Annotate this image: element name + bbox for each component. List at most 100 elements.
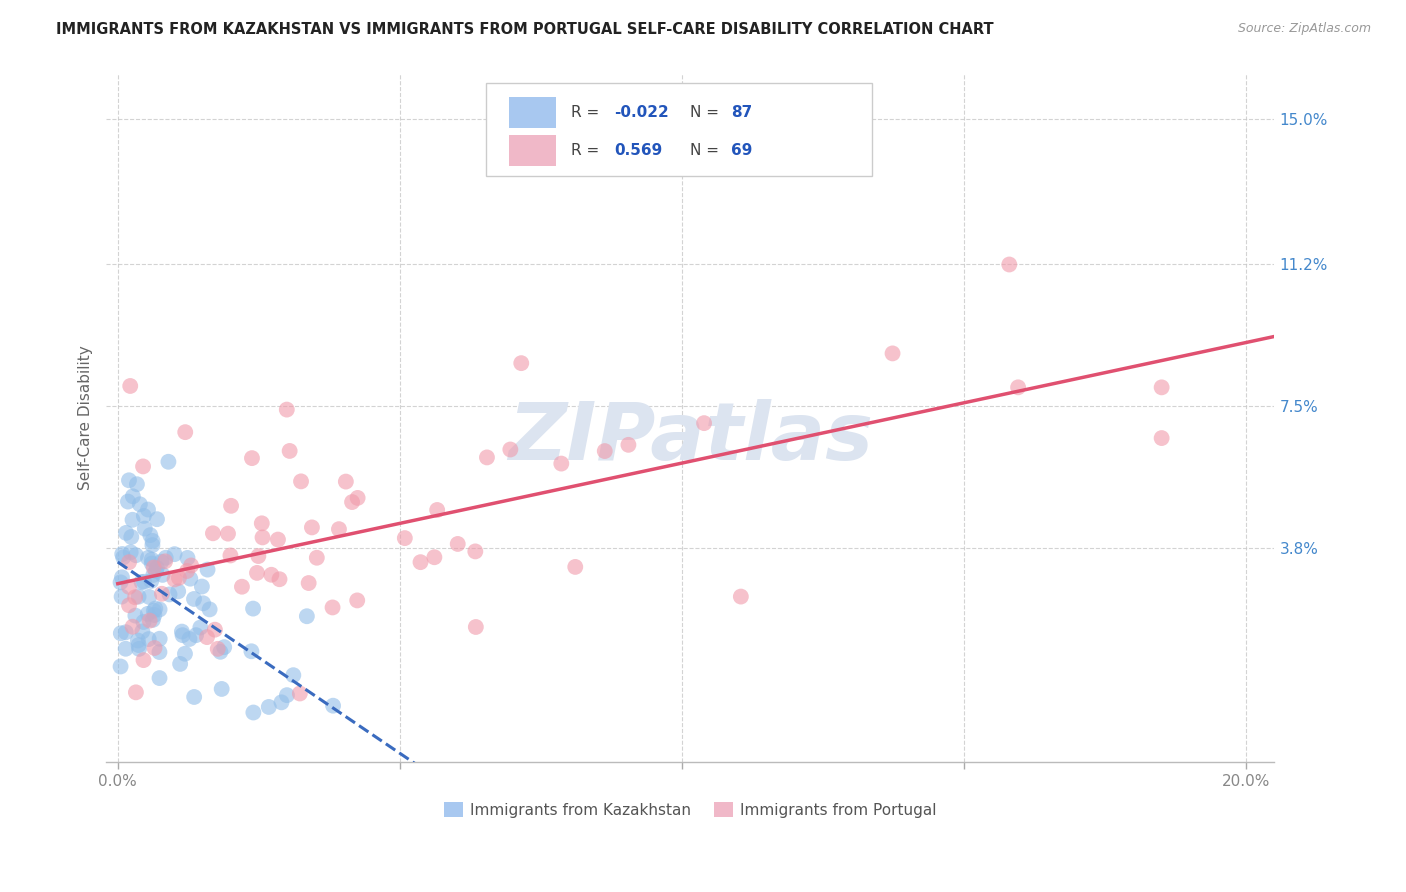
- Point: [148, 671, 170, 685]
- Point: [204, 623, 226, 637]
- Point: [207, 641, 229, 656]
- Point: [998, 258, 1021, 272]
- FancyBboxPatch shape: [486, 83, 872, 177]
- Point: [409, 555, 432, 569]
- FancyBboxPatch shape: [509, 135, 557, 166]
- Point: [121, 620, 143, 634]
- Point: [150, 587, 173, 601]
- Text: 87: 87: [731, 104, 752, 120]
- Point: [138, 614, 160, 628]
- Point: [447, 537, 470, 551]
- Point: [693, 416, 716, 430]
- Point: [276, 402, 298, 417]
- Point: [142, 604, 165, 618]
- Point: [132, 508, 155, 523]
- Point: [131, 574, 153, 589]
- Point: [110, 590, 132, 604]
- Point: [145, 564, 167, 578]
- Point: [301, 520, 323, 534]
- Point: [242, 601, 264, 615]
- Point: [146, 512, 169, 526]
- Point: [132, 459, 155, 474]
- Point: [141, 557, 163, 571]
- Point: [118, 555, 141, 569]
- Point: [174, 425, 197, 439]
- Point: [143, 640, 166, 655]
- Point: [191, 580, 214, 594]
- Point: [163, 573, 186, 587]
- Point: [564, 560, 586, 574]
- Point: [423, 550, 446, 565]
- Point: [212, 640, 235, 655]
- Point: [167, 584, 190, 599]
- Point: [250, 516, 273, 531]
- Point: [499, 442, 522, 457]
- Point: [295, 609, 318, 624]
- Point: [112, 550, 135, 565]
- Text: Source: ZipAtlas.com: Source: ZipAtlas.com: [1237, 22, 1371, 36]
- Point: [240, 644, 263, 658]
- FancyBboxPatch shape: [509, 97, 557, 128]
- Point: [426, 503, 449, 517]
- Point: [136, 551, 159, 566]
- Point: [617, 438, 640, 452]
- Point: [155, 550, 177, 565]
- Point: [138, 590, 160, 604]
- Point: [328, 522, 350, 536]
- Point: [149, 632, 172, 646]
- Point: [288, 686, 311, 700]
- Point: [179, 572, 201, 586]
- Point: [118, 599, 141, 613]
- Point: [184, 628, 207, 642]
- Point: [510, 356, 533, 370]
- Point: [121, 513, 143, 527]
- Point: [217, 526, 239, 541]
- Point: [146, 561, 169, 575]
- Text: N =: N =: [690, 143, 724, 158]
- Point: [159, 587, 181, 601]
- Text: R =: R =: [571, 104, 605, 120]
- Point: [148, 602, 170, 616]
- Point: [197, 563, 219, 577]
- Point: [211, 681, 233, 696]
- Point: [157, 455, 180, 469]
- Point: [257, 700, 280, 714]
- Point: [183, 591, 205, 606]
- Point: [125, 685, 148, 699]
- Text: 69: 69: [731, 143, 752, 158]
- Point: [114, 641, 136, 656]
- Point: [269, 572, 291, 586]
- Point: [128, 497, 150, 511]
- Point: [246, 566, 269, 580]
- Point: [118, 580, 141, 594]
- Point: [163, 547, 186, 561]
- Point: [128, 641, 150, 656]
- Point: [322, 698, 344, 713]
- Point: [176, 564, 198, 578]
- Point: [132, 615, 155, 629]
- Point: [267, 533, 290, 547]
- Point: [242, 706, 264, 720]
- Point: [219, 499, 242, 513]
- Point: [120, 545, 142, 559]
- Point: [394, 531, 416, 545]
- Point: [143, 601, 166, 615]
- Point: [882, 346, 904, 360]
- Point: [276, 688, 298, 702]
- Point: [260, 567, 283, 582]
- Point: [170, 624, 193, 639]
- Point: [142, 560, 165, 574]
- Point: [188, 621, 211, 635]
- Point: [142, 613, 165, 627]
- Point: [124, 591, 146, 605]
- Point: [209, 645, 232, 659]
- Point: [143, 607, 166, 622]
- Point: [139, 528, 162, 542]
- Point: [142, 533, 165, 548]
- Point: [231, 580, 253, 594]
- Point: [110, 626, 132, 640]
- Point: [122, 489, 145, 503]
- Point: [132, 574, 155, 589]
- Point: [150, 555, 173, 569]
- Point: [142, 568, 165, 582]
